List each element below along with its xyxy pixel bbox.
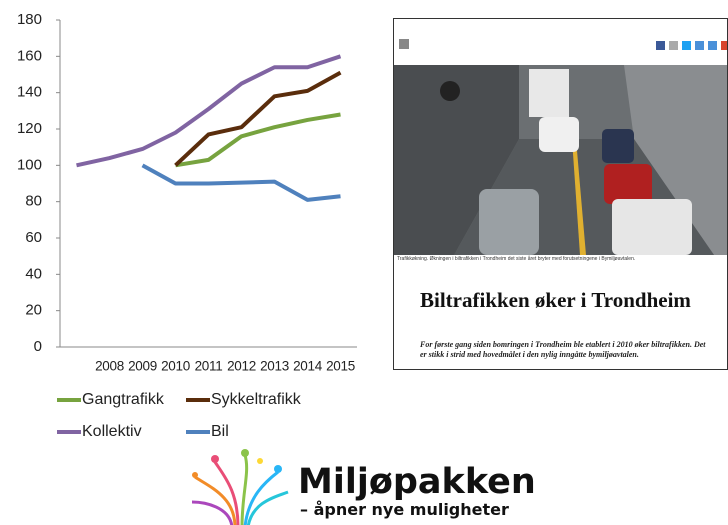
y-tick-label: 160 (17, 47, 42, 64)
series-line (77, 56, 341, 165)
y-tick-label: 100 (17, 156, 42, 173)
chart: 0 20 40 60 80 100 120 140 160 180 2008 2009 2010 2011… (0, 0, 380, 450)
x-tick-label: 2011 (195, 359, 223, 374)
logo-name: Miljøpakken (298, 462, 536, 502)
photo-caption: Trafikkøkning. Økningen i biltrafikken i… (397, 256, 727, 262)
legend-label: Gangtrafikk (82, 391, 165, 408)
y-tick-label: 20 (25, 302, 42, 319)
y-tick-label: 140 (17, 84, 42, 101)
legend-label: Kollektiv (82, 423, 142, 440)
logo-icon (190, 447, 290, 525)
y-tick-label: 80 (25, 193, 42, 210)
photo (394, 19, 728, 370)
y-tick-label: 60 (25, 229, 42, 246)
x-tick-label: 2015 (326, 359, 355, 374)
x-tick-label: 2013 (260, 359, 289, 374)
x-tick-label: 2009 (128, 359, 157, 374)
x-tick-label: 2008 (95, 359, 124, 374)
article-screenshot: Trafikkøkning. Økningen i biltrafikken i… (393, 18, 728, 370)
series-line (143, 165, 341, 200)
headline: Biltrafikken øker i Trondheim (420, 289, 720, 312)
y-tick-label: 40 (25, 265, 42, 282)
lead-text: For første gang siden bomringen i Trondh… (420, 340, 710, 360)
y-tick-label: 0 (34, 338, 42, 355)
logo-tagline: – åpner nye muligheter (300, 500, 509, 519)
legend-label: Sykkeltrafikk (211, 391, 302, 408)
x-tick-label: 2012 (227, 359, 256, 374)
x-tick-label: 2014 (293, 359, 323, 374)
x-tick-label: 2010 (161, 359, 190, 374)
slide: 0 20 40 60 80 100 120 140 160 180 2008 2009 2010 2011… (0, 0, 728, 525)
y-tick-label: 120 (17, 120, 42, 137)
y-tick-label: 180 (17, 11, 42, 28)
legend-label: Bil (211, 423, 229, 440)
